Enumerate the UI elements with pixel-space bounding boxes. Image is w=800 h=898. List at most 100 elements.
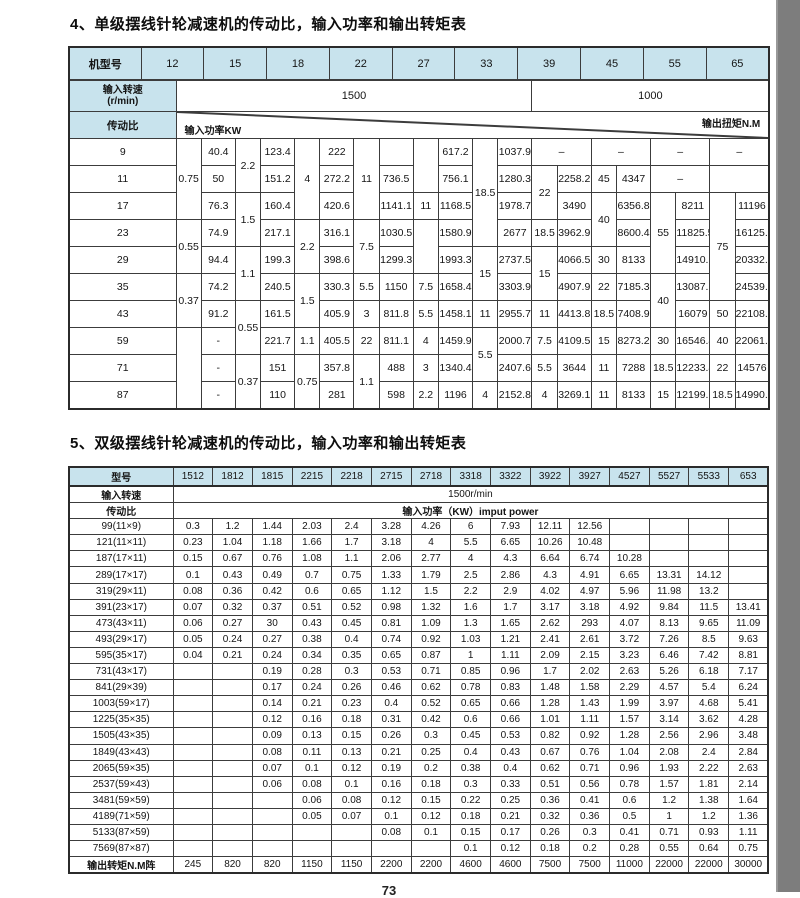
ratio-value: 2537(59×43)	[68, 775, 174, 793]
t1-cell: 4347	[616, 165, 652, 193]
t2-cell: 0.27	[251, 630, 293, 648]
t2-cell: 2.2	[450, 582, 491, 600]
t1-cell: 2000.7	[497, 327, 533, 355]
model-header: 5527	[648, 466, 690, 487]
t2-cell: 0.08	[251, 743, 293, 761]
t2-cell: 0.28	[609, 840, 650, 858]
t2-cell: 11.09	[728, 614, 769, 632]
t2-cell: 0.96	[490, 663, 531, 681]
t1-cell: 0.75	[294, 354, 321, 410]
model-header: 3922	[529, 466, 571, 487]
t2-cell: 0.15	[410, 791, 452, 809]
t2-cell	[172, 759, 214, 777]
t2-cell: 4.3	[490, 550, 531, 568]
t2-cell: 0.25	[410, 743, 452, 761]
t2-cell: 7.42	[688, 646, 730, 665]
t1-cell: 0.37	[234, 354, 262, 410]
t2-cell	[331, 823, 372, 842]
t2-cell	[291, 823, 333, 842]
torque-value: 2200	[370, 856, 412, 874]
input-power-label: 输入功率KW	[184, 126, 242, 137]
catalog-page: 4、单级摆线针轮减速机的传动比，输入功率和输出转矩表 机型号 12 15 18 22 27…	[68, 0, 771, 875]
t2-cell: 0.96	[609, 759, 650, 777]
t1-cell: 7408.9	[616, 300, 652, 328]
ratio-value: 35	[68, 273, 177, 301]
t1-cell: 0.75	[175, 138, 202, 220]
t1-cell: -	[200, 381, 236, 410]
t1-cell: –	[590, 138, 652, 166]
t2-cell: 0.17	[490, 823, 531, 842]
t2-cell: 0.06	[291, 791, 333, 809]
t1-cell: -	[200, 354, 236, 382]
t1-cell: 0.55	[234, 300, 262, 355]
t2-cell: 0.13	[331, 743, 372, 761]
t2-cell: 0.67	[212, 550, 253, 568]
t2-cell: 2.03	[291, 518, 333, 536]
t2-cell: 9.65	[688, 614, 730, 632]
ratio-value: 473(43×11)	[68, 614, 174, 632]
t2-cell: 0.4	[450, 743, 491, 761]
t2-cell: 0.36	[529, 791, 571, 809]
t1-cell: 8600.4	[616, 219, 652, 247]
t1-cell: 330.3	[319, 273, 355, 301]
t2-cell	[291, 840, 333, 858]
t2-cell: 0.08	[172, 582, 214, 600]
t2-cell: 2.4	[688, 743, 730, 761]
t2-cell: 0.76	[569, 743, 611, 761]
t2-cell: 4.57	[648, 679, 690, 697]
t2-cell: 1.11	[728, 823, 769, 842]
t1-cell	[378, 138, 414, 166]
t1-cell: 811.1	[378, 327, 414, 355]
t1-cell: 281	[319, 381, 355, 410]
torque-value: 820	[212, 856, 253, 874]
t1-cell: 74.2	[200, 273, 236, 301]
t1-cell: 1.1	[353, 354, 380, 410]
t1-cell: 22	[531, 165, 558, 220]
t1-cell: 50	[200, 165, 236, 193]
speed-label-line2: (r/min)	[107, 96, 139, 107]
t2-cell	[410, 840, 452, 858]
t2-cell: 6.64	[529, 550, 571, 568]
t1-cell: 240.5	[260, 273, 296, 301]
t1-cell: 7185.3	[616, 273, 652, 301]
t2-cell: 0.65	[370, 646, 412, 665]
t2-cell	[648, 534, 690, 552]
t2-cell: 0.21	[291, 695, 333, 713]
torque-value: 11000	[609, 856, 650, 874]
t2-cell: 5.26	[648, 663, 690, 681]
torque-value: 22000	[688, 856, 730, 874]
t1-cell: 151	[260, 354, 296, 382]
t1-cell: –	[709, 138, 770, 166]
ratio-value: 1505(43×35)	[68, 727, 174, 745]
t2-cell: 4.97	[569, 582, 611, 600]
t2-cell: 2.9	[490, 582, 531, 600]
t2-cell: 0.1	[331, 775, 372, 793]
t2-cell: 0.26	[529, 823, 571, 842]
t1-cell: 3303.9	[497, 273, 533, 301]
t2-cell: 0.3	[450, 775, 491, 793]
t2-cell: 0.71	[569, 759, 611, 777]
t2-cell: 1.93	[648, 759, 690, 777]
t2-cell: 2.56	[648, 727, 690, 745]
t2-cell: 1.2	[212, 518, 253, 536]
t2-cell: 0.43	[212, 566, 253, 584]
t2-cell	[172, 663, 214, 681]
t1-cell: –	[650, 138, 711, 166]
t2-cell: 6.46	[648, 646, 690, 665]
t1-cell: 1150	[378, 273, 414, 301]
t1-cell: 3	[353, 300, 380, 328]
ratio-value: 17	[68, 192, 177, 220]
t1-cell: 1299.3	[378, 246, 414, 274]
t1-cell: 1459.9	[437, 327, 473, 355]
t2-cell: 3.48	[728, 727, 769, 745]
t2-cell: 0.92	[569, 727, 611, 745]
t1-cell: 7.5	[531, 327, 558, 355]
ratio-value: 5133(87×59)	[68, 823, 174, 842]
ratio-value: 187(17×11)	[68, 550, 174, 568]
t2-cell: 0.09	[251, 727, 293, 745]
t1-cell: 2258.2	[556, 165, 592, 193]
speed-label: 输入转速 (r/min)	[68, 80, 177, 112]
torque-value: 7500	[569, 856, 611, 874]
t2-cell: 4.26	[410, 518, 452, 536]
t2-cell: 1.12	[370, 582, 412, 600]
